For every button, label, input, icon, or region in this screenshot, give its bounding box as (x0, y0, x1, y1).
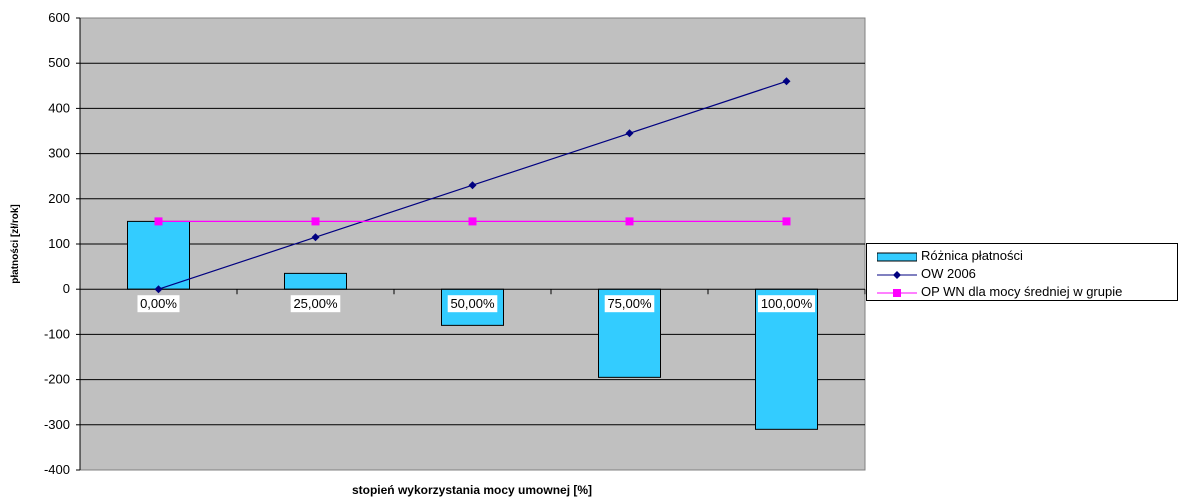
data-point-diamond (625, 129, 634, 138)
bar (127, 220, 190, 290)
y-tick-label: 200 (48, 191, 70, 206)
y-tick-label: 100 (48, 236, 70, 251)
y-tick-label: -300 (44, 417, 70, 432)
legend-label: Różnica płatności (921, 247, 1023, 263)
data-point-diamond (468, 181, 477, 190)
x-tick-label: 75,00% (607, 296, 652, 311)
y-tick-label: 300 (48, 146, 70, 161)
x-tick-label-bg (604, 295, 655, 313)
y-axis-title: płatności [zł/rok] (10, 204, 21, 283)
data-point-diamond (154, 285, 163, 294)
data-point-square (468, 217, 477, 226)
legend: Różnica płatności OW 2006 OP WN dla mocy… (866, 243, 1178, 301)
y-tick-label: 0 (63, 281, 70, 296)
legend-item-opwn: OP WN dla mocy średniej w grupie (877, 283, 1122, 299)
bar (284, 272, 347, 290)
legend-item-ow2006: OW 2006 (877, 265, 976, 281)
x-tick-label: 100,00% (761, 296, 813, 311)
legend-item-roznica: Różnica płatności (876, 247, 1023, 263)
gridlines (80, 62, 865, 426)
data-point-square (311, 217, 320, 226)
x-tick-label-bg (757, 295, 816, 313)
x-tick-labels: 0,00% 25,00% 50,00% 75,00% 100,00% (137, 295, 816, 313)
x-axis-title: stopień wykorzystania mocy umownej [%] (352, 483, 592, 497)
y-tick-label: 400 (48, 100, 70, 115)
y-tick-label: -400 (44, 462, 70, 477)
x-tick-label-bg (137, 295, 180, 313)
y-tick-label: 600 (48, 10, 70, 25)
y-tick-label: -100 (44, 326, 70, 341)
y-tick-label: 500 (48, 55, 70, 70)
x-tick-label-bg (290, 295, 341, 313)
x-tick-label-bg (447, 295, 498, 313)
data-point-square (782, 217, 791, 226)
bar (755, 288, 818, 430)
legend-swatch-line-square (877, 286, 917, 297)
x-tick-label: 0,00% (140, 296, 177, 311)
lines-layer (154, 77, 791, 294)
legend-label: OP WN dla mocy średniej w grupie (921, 283, 1123, 299)
data-point-diamond (311, 233, 320, 242)
zero-axis (79, 288, 866, 295)
x-tick-label: 25,00% (293, 296, 338, 311)
x-tick-label: 50,00% (450, 296, 495, 311)
data-point-square (625, 217, 634, 226)
y-tick-labels: -400 -300 -200 -100 0 100 200 300 400 500 600 (44, 10, 81, 477)
data-point-diamond (782, 77, 791, 86)
legend-swatch-bar (876, 250, 918, 262)
legend-label: OW 2006 (921, 265, 976, 281)
y-tick-label: -200 (44, 372, 70, 387)
legend-swatch-line-diamond (877, 268, 917, 279)
data-point-square (154, 217, 163, 226)
